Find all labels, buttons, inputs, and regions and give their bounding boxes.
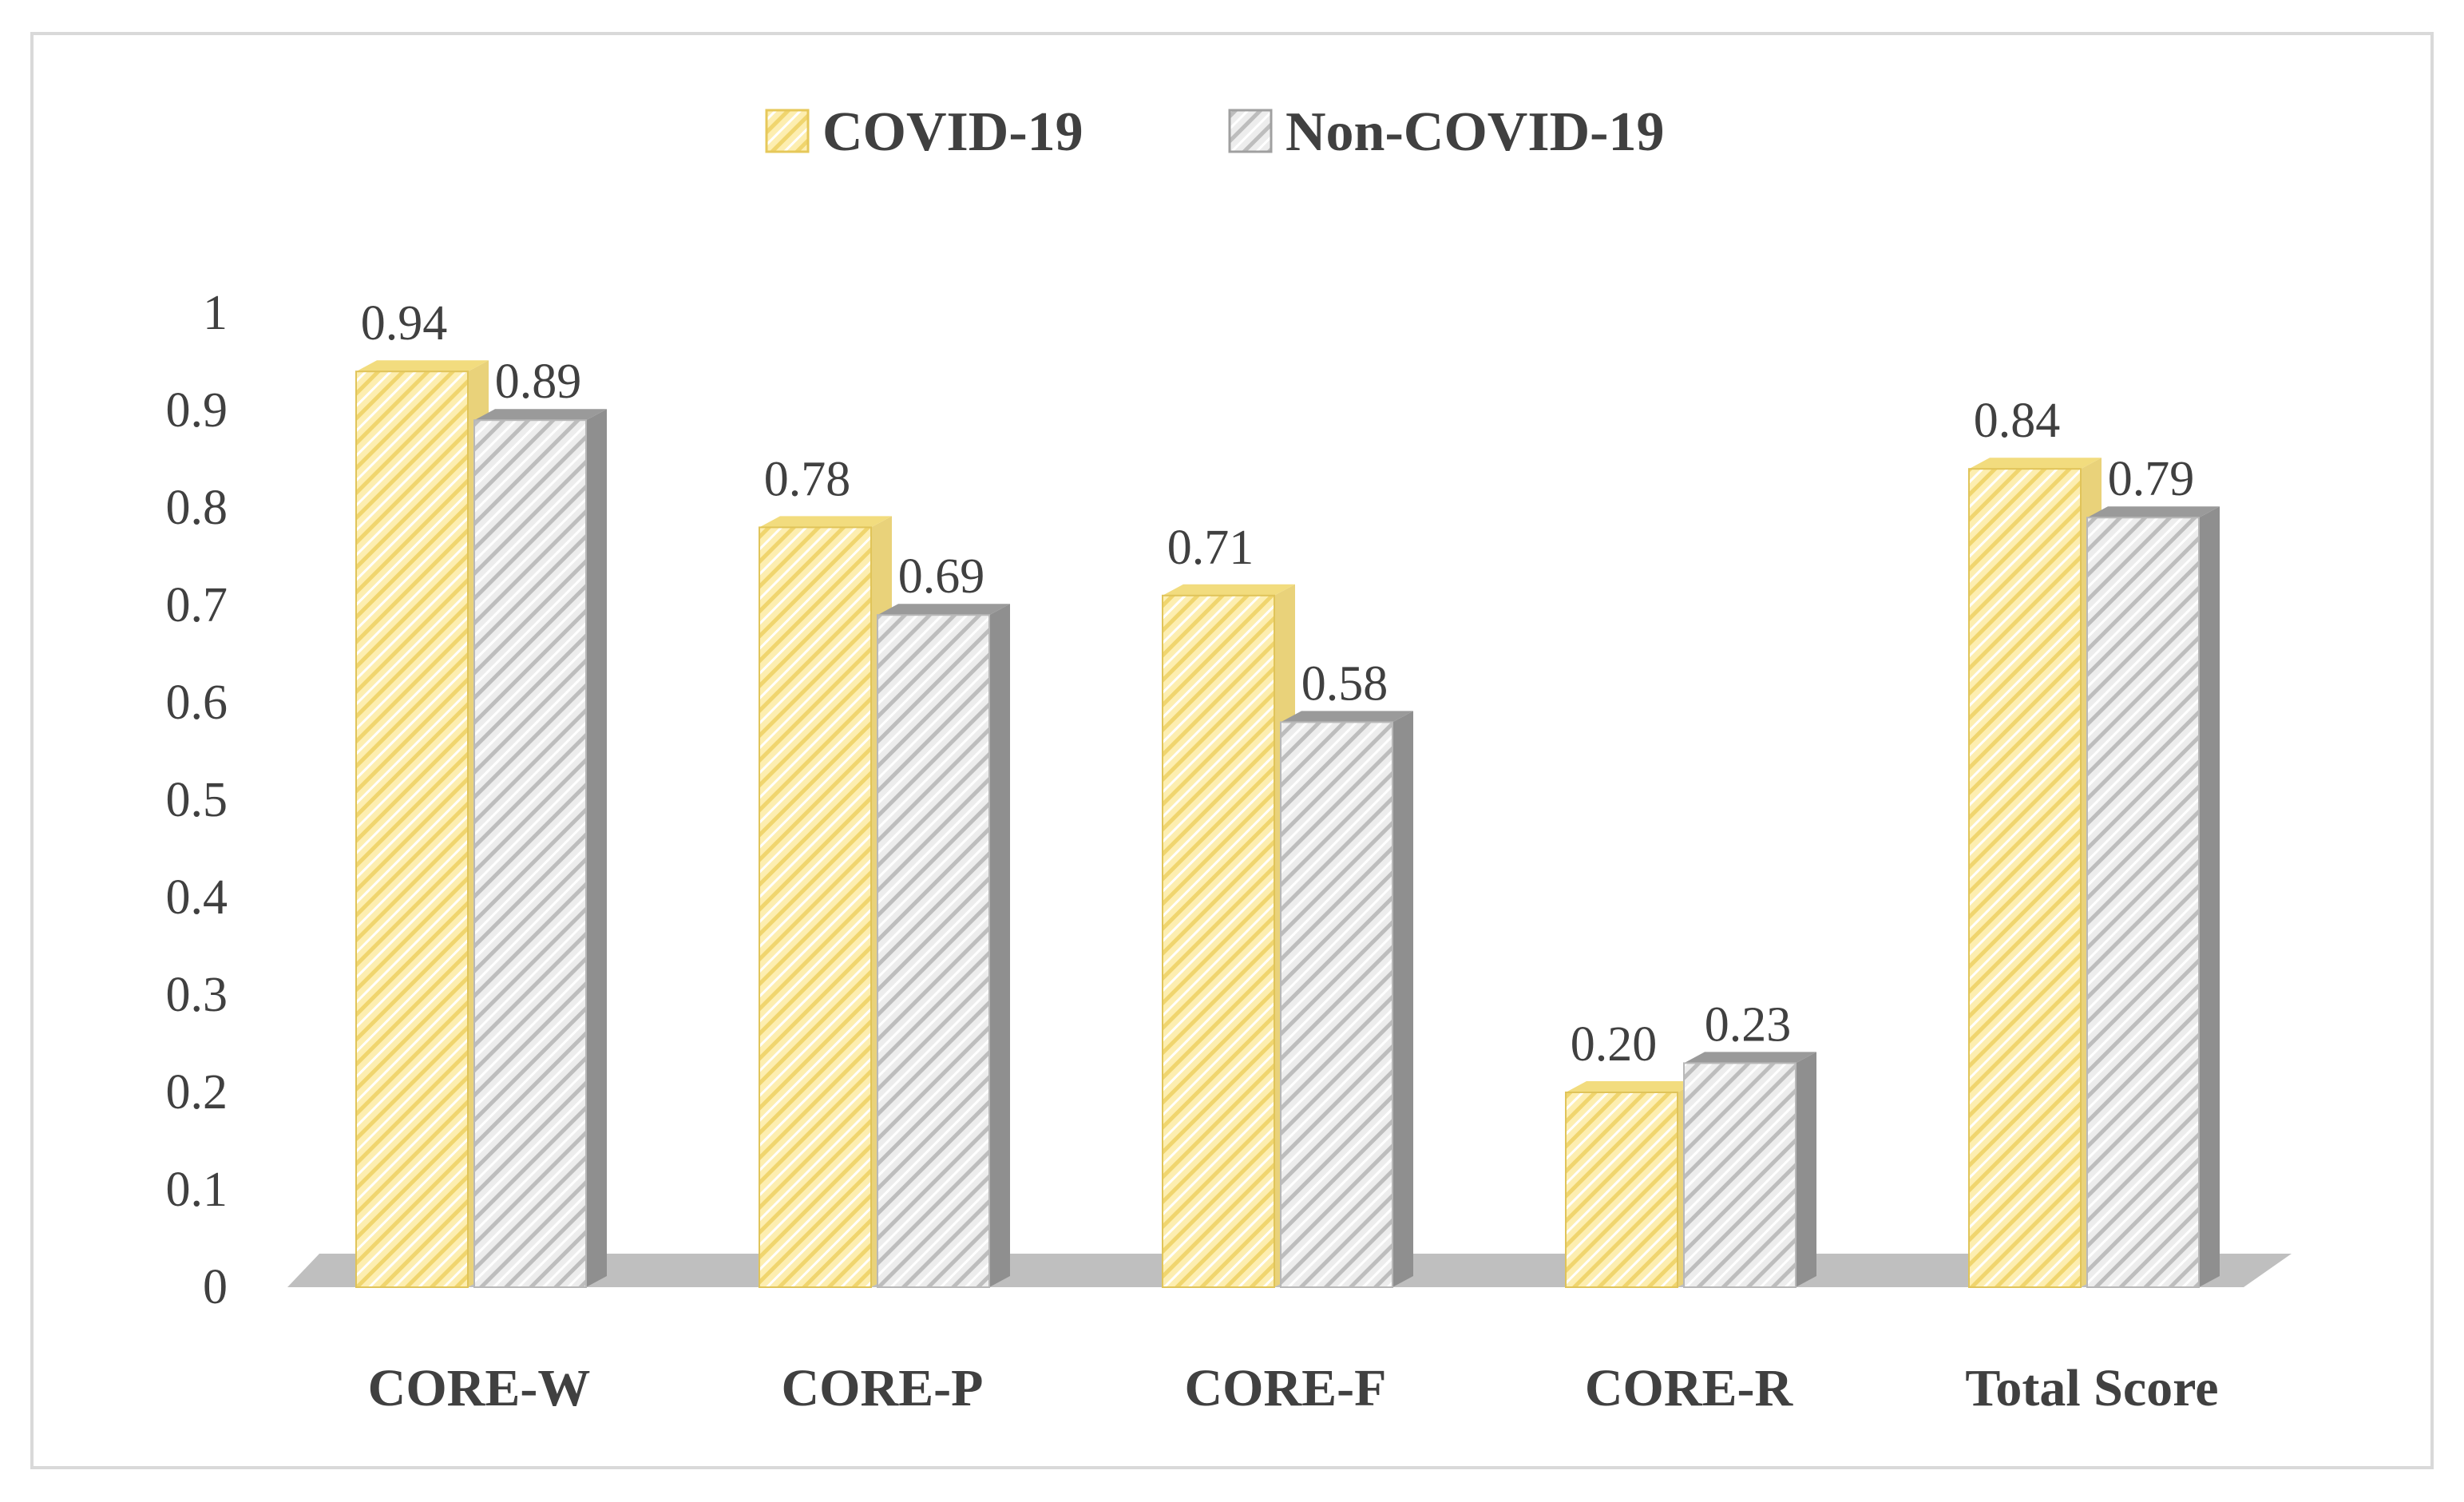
data-label-non-covid: 0.79 [2108,452,2195,506]
data-label-covid: 0.84 [1974,394,2061,448]
data-label-covid: 0.94 [361,296,448,351]
x-category-label: Total Score [1965,1359,2218,1417]
bar-non-covid [1280,721,1393,1288]
y-tick-label: 0.7 [166,578,228,632]
bar-non-covid [877,614,990,1288]
bar-covid [1565,1092,1678,1288]
bar-side-non-covid [2199,506,2220,1287]
x-category-label: CORE-P [782,1359,984,1417]
legend-swatch-covid [765,109,810,153]
y-tick-label: 0.4 [166,870,228,925]
bar-side-non-covid [1796,1052,1816,1287]
y-tick-label: 0.8 [166,481,228,535]
legend-label-non-covid: Non-COVID-19 [1285,101,1664,163]
x-category-label: CORE-F [1185,1359,1387,1417]
bar-non-covid [1683,1062,1797,1289]
bar-series: 0.94 0.89 0.78 0.69 0.71 0.58 0.20 0.23 0.84 0.79 [355,296,2220,1289]
y-tick-label: 0.9 [166,383,228,438]
bar-top-non-covid [1281,711,1413,723]
bar-top-non-covid [1684,1052,1816,1064]
data-label-non-covid: 0.69 [898,549,985,604]
bar-top-non-covid [877,604,1010,616]
y-tick-label: 1 [203,286,228,340]
x-axis: CORE-W CORE-P CORE-F CORE-R Total Score [368,1359,2219,1417]
legend-swatch-non-covid [1228,109,1273,153]
data-label-non-covid: 0.89 [495,355,582,409]
y-tick-label: 0.5 [166,773,228,827]
y-tick-label: 0.1 [166,1163,228,1217]
data-label-non-covid: 0.58 [1301,656,1388,711]
bar-top-covid [759,516,892,528]
y-tick-label: 0.3 [166,968,228,1022]
bar-top-covid [1566,1081,1698,1092]
bar-covid [759,526,872,1288]
bar-non-covid [473,419,587,1289]
x-category-label: CORE-R [1585,1359,1794,1417]
bar-covid [355,371,469,1289]
y-tick-label: 0 [203,1260,228,1314]
legend: COVID-19 Non-COVID-19 [765,101,1664,163]
bar-side-non-covid [586,409,607,1288]
data-label-covid: 0.78 [764,452,851,506]
bar-top-non-covid [474,409,607,421]
legend-label-covid: COVID-19 [822,101,1083,163]
y-axis: 0 0.1 0.2 0.3 0.4 0.5 0.6 0.7 0.8 0.9 1 [166,286,228,1314]
bar-top-covid [1969,458,2102,470]
y-tick-label: 0.2 [166,1065,228,1120]
bar-top-covid [1163,584,1295,596]
bar-non-covid [2086,517,2200,1288]
y-tick-label: 0.6 [166,676,228,730]
bar-covid [1968,468,2082,1289]
bar-top-non-covid [2087,506,2220,518]
data-label-covid: 0.71 [1167,521,1254,575]
data-label-non-covid: 0.23 [1705,997,1792,1052]
data-label-covid: 0.20 [1571,1017,1658,1072]
bar-side-non-covid [1392,711,1413,1287]
x-category-label: CORE-W [368,1359,591,1417]
bar-top-covid [356,360,489,372]
bar-covid [1162,594,1275,1288]
bar-side-non-covid [989,604,1010,1287]
